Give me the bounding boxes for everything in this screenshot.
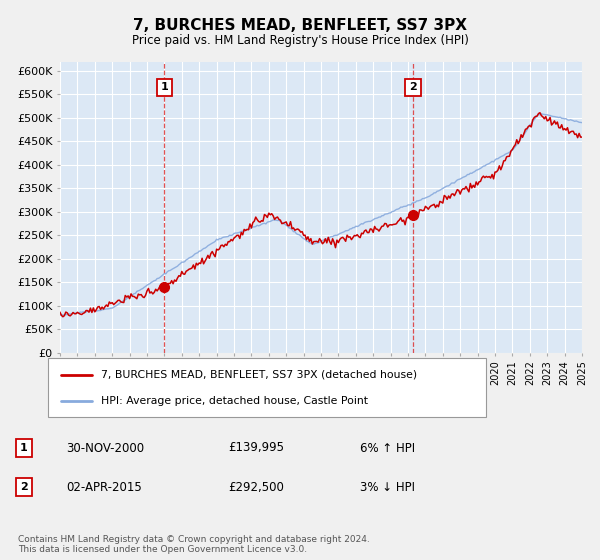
Text: 7, BURCHES MEAD, BENFLEET, SS7 3PX (detached house): 7, BURCHES MEAD, BENFLEET, SS7 3PX (deta… — [101, 370, 416, 380]
FancyBboxPatch shape — [48, 358, 486, 417]
Text: 1: 1 — [20, 443, 28, 453]
Text: 7, BURCHES MEAD, BENFLEET, SS7 3PX: 7, BURCHES MEAD, BENFLEET, SS7 3PX — [133, 18, 467, 32]
Text: £292,500: £292,500 — [228, 480, 284, 494]
Text: HPI: Average price, detached house, Castle Point: HPI: Average price, detached house, Cast… — [101, 396, 368, 406]
Text: 30-NOV-2000: 30-NOV-2000 — [66, 441, 144, 455]
Text: £139,995: £139,995 — [228, 441, 284, 455]
Text: 3% ↓ HPI: 3% ↓ HPI — [360, 480, 415, 494]
Text: 02-APR-2015: 02-APR-2015 — [66, 480, 142, 494]
Text: 1: 1 — [161, 82, 168, 92]
Text: 6% ↑ HPI: 6% ↑ HPI — [360, 441, 415, 455]
Text: 2: 2 — [409, 82, 417, 92]
Text: Price paid vs. HM Land Registry's House Price Index (HPI): Price paid vs. HM Land Registry's House … — [131, 34, 469, 47]
Text: Contains HM Land Registry data © Crown copyright and database right 2024.
This d: Contains HM Land Registry data © Crown c… — [18, 535, 370, 554]
Text: 2: 2 — [20, 482, 28, 492]
